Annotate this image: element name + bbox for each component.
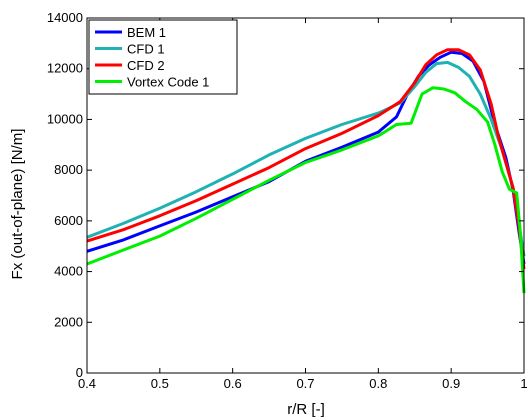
y-tick-label: 4000	[54, 264, 83, 279]
y-tick-label: 10000	[47, 111, 83, 126]
y-axis-title: Fx (out-of-plane) [N/m]	[9, 129, 26, 280]
x-tick-label: 0.4	[78, 376, 96, 391]
series-line-4	[86, 86, 526, 294]
y-tick-label: 0	[76, 365, 83, 380]
x-tick-label: 0.9	[442, 376, 460, 391]
legend-label-3: CFD 2	[127, 58, 165, 73]
x-axis-title: r/R [-]	[287, 401, 325, 418]
series-line-3	[86, 48, 526, 270]
x-tick-label: 1	[520, 376, 527, 391]
y-tick-label: 12000	[47, 61, 83, 76]
y-tick-label: 14000	[47, 10, 83, 25]
series-layer	[86, 48, 526, 294]
x-tick-label: 0.5	[151, 376, 169, 391]
ticks-layer: 0.4 0.5 0.6 0.7 0.8 0.9 1 0 2000 4000 6000 8000 1000…	[47, 10, 528, 391]
y-tick-label: 2000	[54, 314, 83, 329]
y-tick-label: 6000	[54, 213, 83, 228]
y-tick-label: 8000	[54, 162, 83, 177]
legend-label-1: BEM 1	[127, 25, 166, 40]
x-tick-label: 0.6	[224, 376, 242, 391]
x-tick-label: 0.8	[369, 376, 387, 391]
x-tick-label: 0.7	[296, 376, 314, 391]
legend-label-2: CFD 1	[127, 42, 165, 57]
legend-label-4: Vortex Code 1	[127, 75, 209, 90]
